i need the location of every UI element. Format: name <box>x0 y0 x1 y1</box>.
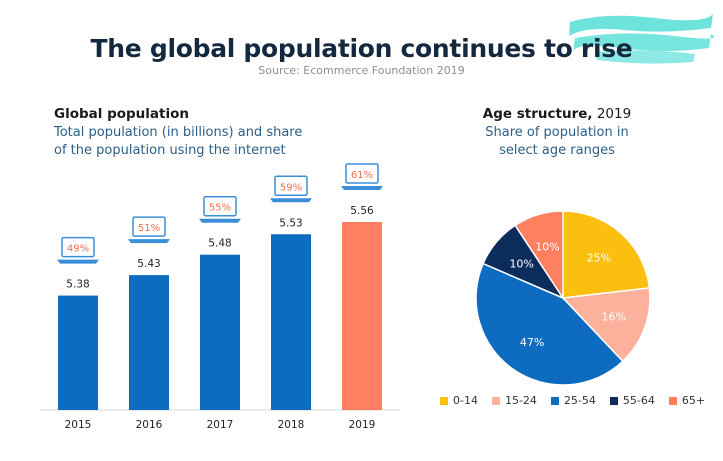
population-bar-chart: 5.38 2015 49% 5.43 2016 51% 5.48 2017 55% 5.53 201… <box>40 163 400 431</box>
pie-slice-15-24 <box>561 287 651 363</box>
bar-value-label: 5.48 <box>208 238 231 250</box>
pie-slice-65+ <box>514 210 564 301</box>
x-tick-label: 2015 <box>65 419 92 431</box>
bar-value-label: 5.38 <box>66 279 89 291</box>
laptop-icon: 59% <box>270 175 312 203</box>
pie-legend: 0-14 15-24 25-54 55-64 65+ <box>440 394 705 407</box>
bar-2016 <box>129 275 169 410</box>
x-tick-label: 2016 <box>136 419 163 431</box>
source-note: Source: Ecommerce Foundation 2019 <box>258 64 465 77</box>
internet-share-label: 49% <box>67 244 89 255</box>
legend-item: 55-64 <box>609 394 655 407</box>
legend-item: 15-24 <box>491 394 537 407</box>
pie-slice-label: 16% <box>601 310 625 323</box>
internet-share-label: 55% <box>209 203 231 214</box>
laptop-icon: 49% <box>57 236 99 264</box>
legend-label: 15-24 <box>504 394 537 407</box>
population-chart-title: Global population <box>54 106 189 122</box>
age-chart-subtitle: Share of population in select age ranges <box>485 125 629 158</box>
legend-swatch <box>550 396 559 405</box>
legend-label: 65+ <box>681 394 706 407</box>
laptop-icon: 51% <box>128 216 170 244</box>
pie-slice-label: 25% <box>587 252 611 265</box>
internet-share-label: 59% <box>280 182 302 193</box>
age-chart-title: Age structure, 2019 <box>482 106 632 122</box>
age-chart-header: Age structure, 2019 Share of population … <box>452 106 662 160</box>
bar-value-label: 5.43 <box>137 258 160 270</box>
legend-label: 55-64 <box>622 394 655 407</box>
pie-slice-label: 10% <box>509 257 533 270</box>
x-tick-label: 2018 <box>278 419 305 431</box>
legend-swatch <box>491 396 500 405</box>
bar-value-label: 5.56 <box>350 205 374 217</box>
legend-swatch <box>668 396 677 405</box>
bar-2017 <box>200 254 240 410</box>
pie-slice-0-14 <box>562 210 651 299</box>
x-tick-label: 2019 <box>349 419 376 431</box>
legend-swatch <box>609 396 618 405</box>
legend-label: 25-54 <box>563 394 596 407</box>
decorative-brush-stroke <box>569 14 715 64</box>
pie-slice-label: 10% <box>535 240 559 253</box>
bar-2019 <box>342 222 382 410</box>
x-tick-label: 2017 <box>207 419 234 431</box>
legend-item: 65+ <box>668 394 706 407</box>
bar-2015 <box>58 295 98 410</box>
population-chart-subtitle: Total population (in billions) and share… <box>54 125 303 158</box>
population-chart-header: Global population Total population (in b… <box>54 106 384 160</box>
bar-value-label: 5.53 <box>279 217 302 229</box>
legend-item: 25-54 <box>550 394 596 407</box>
page-title: The global population continues to rise <box>90 34 633 63</box>
legend-swatch <box>440 396 448 405</box>
bar-2018 <box>271 234 311 410</box>
pie-slice-label: 47% <box>520 336 544 349</box>
internet-share-label: 51% <box>138 223 160 234</box>
legend-item: 0-14 <box>440 394 478 407</box>
legend-label: 0-14 <box>453 394 478 407</box>
laptop-icon: 61% <box>341 163 383 190</box>
laptop-icon: 55% <box>199 195 241 223</box>
pie-slice-25-54 <box>475 262 624 386</box>
internet-share-label: 61% <box>351 170 373 181</box>
